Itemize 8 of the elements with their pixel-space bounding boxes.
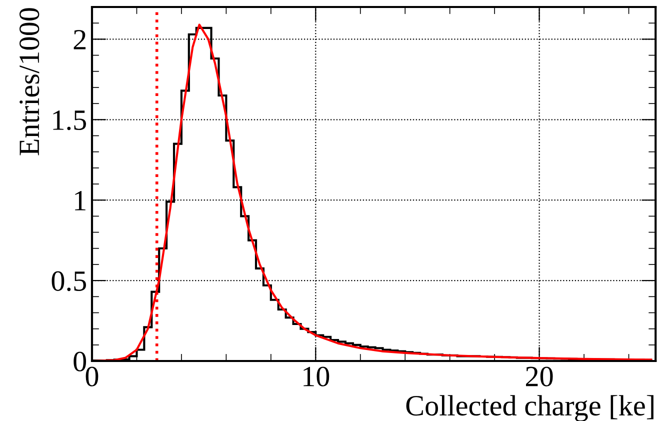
y-tick-label: 0 <box>74 352 86 372</box>
y-tick-label: 0.5 <box>52 271 86 292</box>
y-tick-label: 1.5 <box>53 110 86 130</box>
y-tick-label: 1 <box>75 190 86 210</box>
x-tick-label: 10 <box>304 366 330 386</box>
y-axis-title: Entries/1000 <box>20 8 40 156</box>
x-tick-label: 20 <box>526 366 553 386</box>
y-tick-label: 2 <box>74 30 86 50</box>
